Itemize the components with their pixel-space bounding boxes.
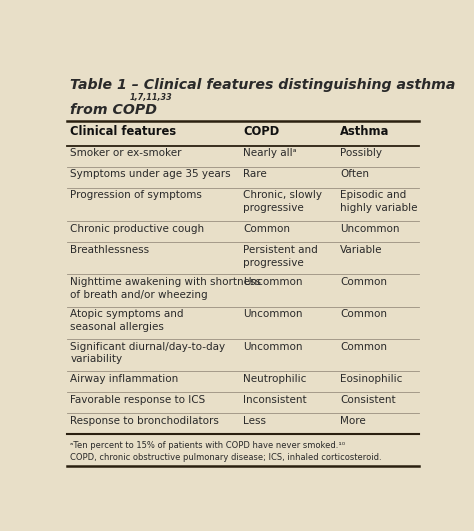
Text: Episodic and
highly variable: Episodic and highly variable [340, 191, 418, 213]
Text: 1,7,11,33: 1,7,11,33 [130, 93, 173, 102]
Text: Nearly allᵃ: Nearly allᵃ [243, 148, 297, 158]
Text: Common: Common [243, 224, 290, 234]
Text: Favorable response to ICS: Favorable response to ICS [70, 395, 206, 405]
Text: Significant diurnal/day-to-day
variability: Significant diurnal/day-to-day variabili… [70, 341, 226, 364]
Text: Neutrophilic: Neutrophilic [243, 374, 306, 383]
Text: Clinical features: Clinical features [70, 125, 176, 138]
Text: Table 1 – Clinical features distinguishing asthma: Table 1 – Clinical features distinguishi… [70, 78, 456, 92]
Text: Uncommon: Uncommon [243, 277, 302, 287]
Text: Response to bronchodilators: Response to bronchodilators [70, 416, 219, 426]
Text: Symptoms under age 35 years: Symptoms under age 35 years [70, 169, 231, 179]
Text: Common: Common [340, 341, 387, 352]
Text: ᵃTen percent to 15% of patients with COPD have never smoked.¹⁰: ᵃTen percent to 15% of patients with COP… [70, 441, 346, 450]
Text: Uncommon: Uncommon [243, 310, 302, 320]
Text: Chronic, slowly
progressive: Chronic, slowly progressive [243, 191, 322, 213]
Text: Variable: Variable [340, 245, 383, 255]
Text: Progression of symptoms: Progression of symptoms [70, 191, 202, 200]
Text: Less: Less [243, 416, 266, 426]
Text: Possibly: Possibly [340, 148, 382, 158]
Text: Uncommon: Uncommon [340, 224, 400, 234]
Text: Asthma: Asthma [340, 125, 390, 138]
Text: Atopic symptoms and
seasonal allergies: Atopic symptoms and seasonal allergies [70, 310, 184, 332]
Text: Common: Common [340, 277, 387, 287]
Text: Smoker or ex-smoker: Smoker or ex-smoker [70, 148, 182, 158]
Text: More: More [340, 416, 366, 426]
Text: Often: Often [340, 169, 369, 179]
Text: Eosinophilic: Eosinophilic [340, 374, 402, 383]
Text: Nighttime awakening with shortness
of breath and/or wheezing: Nighttime awakening with shortness of br… [70, 277, 261, 300]
Text: Chronic productive cough: Chronic productive cough [70, 224, 204, 234]
Text: Persistent and
progressive: Persistent and progressive [243, 245, 318, 268]
Text: Consistent: Consistent [340, 395, 396, 405]
Text: COPD: COPD [243, 125, 279, 138]
Text: COPD, chronic obstructive pulmonary disease; ICS, inhaled corticosteroid.: COPD, chronic obstructive pulmonary dise… [70, 453, 382, 463]
Text: Airway inflammation: Airway inflammation [70, 374, 179, 383]
Text: Breathlessness: Breathlessness [70, 245, 149, 255]
Text: Common: Common [340, 310, 387, 320]
Text: Rare: Rare [243, 169, 267, 179]
Text: from COPD: from COPD [70, 104, 157, 117]
Text: Inconsistent: Inconsistent [243, 395, 307, 405]
Text: Uncommon: Uncommon [243, 341, 302, 352]
